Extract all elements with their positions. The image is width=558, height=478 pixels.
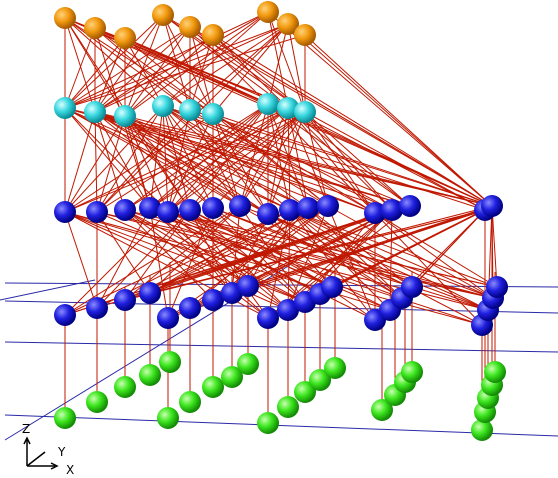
node — [179, 99, 201, 121]
node — [54, 407, 76, 429]
node — [54, 7, 76, 29]
edge — [65, 108, 150, 208]
node — [114, 27, 136, 49]
node — [257, 203, 279, 225]
node — [321, 276, 343, 298]
node — [202, 197, 224, 219]
node — [139, 364, 161, 386]
node — [401, 361, 423, 383]
node — [277, 396, 299, 418]
node — [86, 201, 108, 223]
node — [202, 103, 224, 125]
node — [152, 95, 174, 117]
node — [229, 195, 251, 217]
node — [484, 361, 506, 383]
node — [84, 101, 106, 123]
node — [179, 199, 201, 221]
node — [114, 199, 136, 221]
node — [54, 201, 76, 223]
node — [237, 353, 259, 375]
node — [157, 407, 179, 429]
node — [202, 24, 224, 46]
node — [54, 97, 76, 119]
node — [317, 195, 339, 217]
y-axis — [27, 452, 45, 466]
node — [114, 376, 136, 398]
node — [257, 1, 279, 23]
node — [297, 197, 319, 219]
edge — [190, 27, 492, 206]
node — [157, 307, 179, 329]
axis-label: Y — [57, 445, 66, 459]
node — [86, 297, 108, 319]
node — [84, 17, 106, 39]
floor-line — [5, 342, 558, 352]
node — [179, 297, 201, 319]
node — [294, 101, 316, 123]
edges — [65, 12, 497, 430]
edge — [125, 116, 492, 206]
axis-label: Z — [22, 422, 30, 436]
edge — [305, 35, 492, 206]
node — [179, 391, 201, 413]
node — [114, 105, 136, 127]
node — [139, 282, 161, 304]
node — [157, 201, 179, 223]
network-scene: Z Y X — [0, 0, 558, 478]
axis-triad — [24, 438, 57, 469]
node — [54, 304, 76, 326]
node — [324, 357, 346, 379]
node — [237, 275, 259, 297]
node — [399, 195, 421, 217]
edge — [288, 108, 392, 210]
node — [401, 276, 423, 298]
node — [179, 16, 201, 38]
node — [257, 93, 279, 115]
node — [294, 24, 316, 46]
edge — [65, 112, 95, 212]
node — [152, 4, 174, 26]
node — [486, 276, 508, 298]
node — [257, 307, 279, 329]
node — [159, 351, 181, 373]
node — [114, 289, 136, 311]
node — [202, 376, 224, 398]
node — [481, 195, 503, 217]
node — [86, 391, 108, 413]
axis-label: X — [66, 463, 74, 477]
node — [257, 412, 279, 434]
node — [202, 289, 224, 311]
